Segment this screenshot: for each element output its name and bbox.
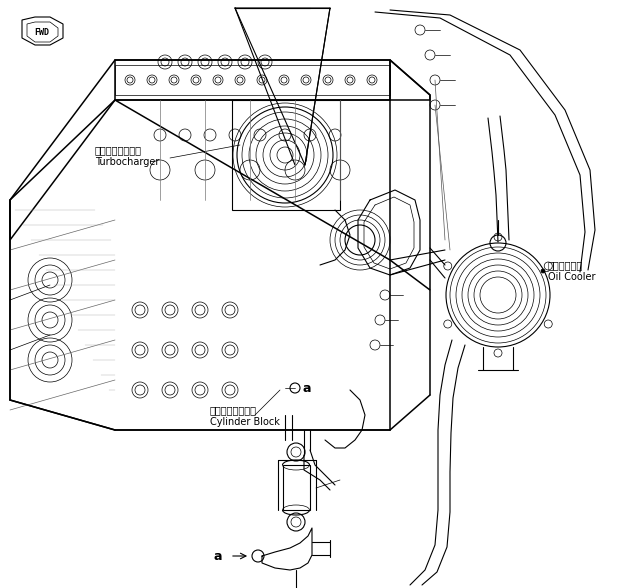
Circle shape [541,269,545,273]
Text: a: a [302,382,311,395]
Text: Oil Cooler: Oil Cooler [548,272,596,282]
Text: FWD: FWD [35,28,50,36]
Text: シリンダブロック: シリンダブロック [210,405,257,415]
Text: a: a [213,550,222,563]
Text: Turbocharger: Turbocharger [95,157,159,167]
Text: オイルクーラ: オイルクーラ [548,260,583,270]
Text: Cylinder Block: Cylinder Block [210,417,280,427]
Text: ターボチャージャ: ターボチャージャ [95,145,142,155]
